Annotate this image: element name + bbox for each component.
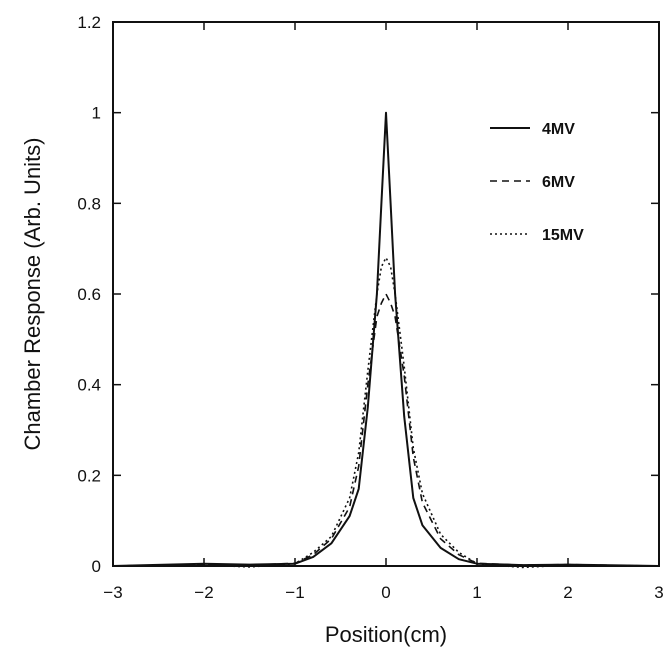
x-tick-label: 3: [654, 583, 663, 602]
x-tick-label: 2: [563, 583, 572, 602]
series-line-15mv: [112, 256, 660, 569]
series-line-6mv: [112, 293, 660, 567]
y-tick-label: 0.4: [77, 376, 101, 395]
legend-label-15mv: 15MV: [542, 227, 584, 244]
y-tick-label: 1: [92, 104, 101, 123]
ticks-layer: −3 −2 −1 0 1 2 3 0 0.2 0.4 0.6 0.8 1 1.2: [77, 13, 663, 602]
x-axis-title: Position(cm): [325, 622, 447, 647]
legend-label-4mv: 4MV: [542, 121, 575, 138]
y-tick-label: 0: [92, 557, 101, 576]
x-tick-label: −3: [103, 583, 122, 602]
plot-frame: [112, 21, 660, 567]
legend-label-6mv: 6MV: [542, 174, 575, 191]
y-axis-title: Chamber Response (Arb. Units): [20, 137, 45, 450]
x-tick-label: 0: [381, 583, 390, 602]
series-layer: [112, 111, 660, 569]
y-tick-label: 0.6: [77, 285, 101, 304]
x-tick-label: 1: [472, 583, 481, 602]
x-tick-label: −1: [285, 583, 304, 602]
y-tick-label: 1.2: [77, 13, 101, 32]
y-tick-label: 0.8: [77, 194, 101, 213]
legend: 4MV 6MV 15MV: [490, 121, 584, 244]
y-tick-label: 0.2: [77, 466, 101, 485]
series-line-4mv: [112, 111, 660, 567]
x-tick-label: −2: [194, 583, 213, 602]
